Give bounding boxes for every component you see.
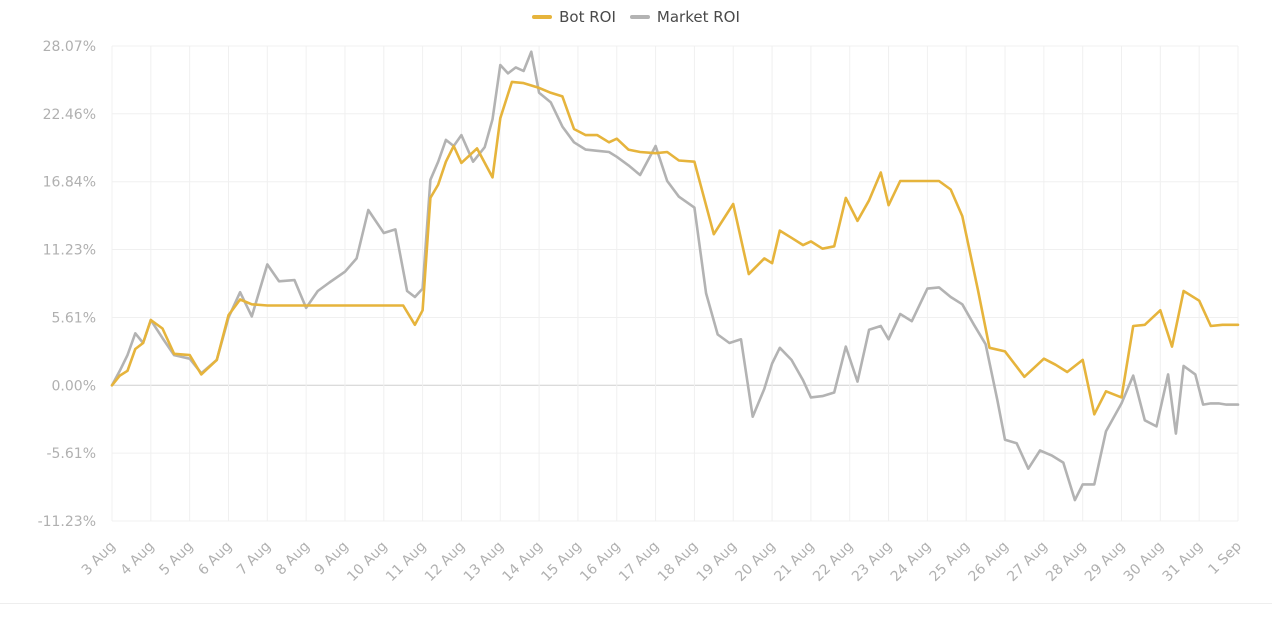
y-tick-label: 5.61%: [52, 310, 96, 326]
x-tick-label: 10 Aug: [344, 539, 390, 585]
x-tick-label: 24 Aug: [888, 539, 934, 585]
x-tick-label: 30 Aug: [1121, 539, 1167, 585]
x-tick-label: 21 Aug: [771, 539, 817, 585]
legend-swatch-bot-roi: [532, 15, 553, 19]
x-tick-label: 7 Aug: [234, 539, 274, 579]
x-tick-label: 8 Aug: [273, 539, 313, 579]
y-tick-label: 22.46%: [43, 107, 96, 123]
x-tick-label: 17 Aug: [616, 539, 662, 585]
x-tick-label: 28 Aug: [1043, 539, 1089, 585]
x-tick-label: 20 Aug: [733, 539, 779, 585]
x-tick-label: 19 Aug: [694, 539, 740, 585]
legend: Bot ROI Market ROI: [0, 8, 1272, 26]
y-tick-label: 16.84%: [43, 175, 96, 191]
legend-label-market-roi: Market ROI: [656, 8, 740, 26]
y-tick-label: 28.07%: [43, 39, 96, 55]
y-tick-label: -11.23%: [38, 514, 96, 530]
series-line-bot-roi: [110, 80, 1240, 416]
x-tick-label: 12 Aug: [422, 539, 468, 585]
legend-label-bot-roi: Bot ROI: [559, 8, 616, 26]
x-tick-label: 4 Aug: [118, 539, 158, 579]
series-line-market-roi: [110, 50, 1240, 502]
x-tick-label: 26 Aug: [965, 539, 1011, 585]
x-tick-label: 11 Aug: [383, 539, 429, 585]
x-tick-label: 31 Aug: [1160, 539, 1206, 585]
x-tick-label: 6 Aug: [195, 539, 235, 579]
legend-swatch-market-roi: [629, 15, 650, 19]
x-tick-label: 1 Sep: [1205, 538, 1244, 577]
legend-item-market-roi[interactable]: Market ROI: [629, 8, 740, 26]
x-tick-label: 5 Aug: [156, 539, 196, 579]
x-tick-label: 25 Aug: [927, 539, 973, 585]
legend-item-bot-roi[interactable]: Bot ROI: [532, 8, 616, 26]
x-tick-label: 14 Aug: [500, 539, 546, 585]
x-tick-label: 23 Aug: [849, 539, 895, 585]
x-tick-label: 16 Aug: [577, 539, 623, 585]
y-tick-label: -5.61%: [46, 446, 96, 462]
x-tick-label: 29 Aug: [1082, 539, 1128, 585]
y-tick-label: 11.23%: [43, 243, 96, 259]
x-tick-label: 27 Aug: [1004, 539, 1050, 585]
x-tick-label: 3 Aug: [79, 539, 119, 579]
bottom-divider: [0, 603, 1272, 604]
x-tick-label: 13 Aug: [461, 539, 507, 585]
x-tick-label: 18 Aug: [655, 539, 701, 585]
x-tick-label: 22 Aug: [810, 539, 856, 585]
y-tick-label: 0.00%: [52, 378, 96, 394]
x-tick-label: 15 Aug: [538, 539, 584, 585]
